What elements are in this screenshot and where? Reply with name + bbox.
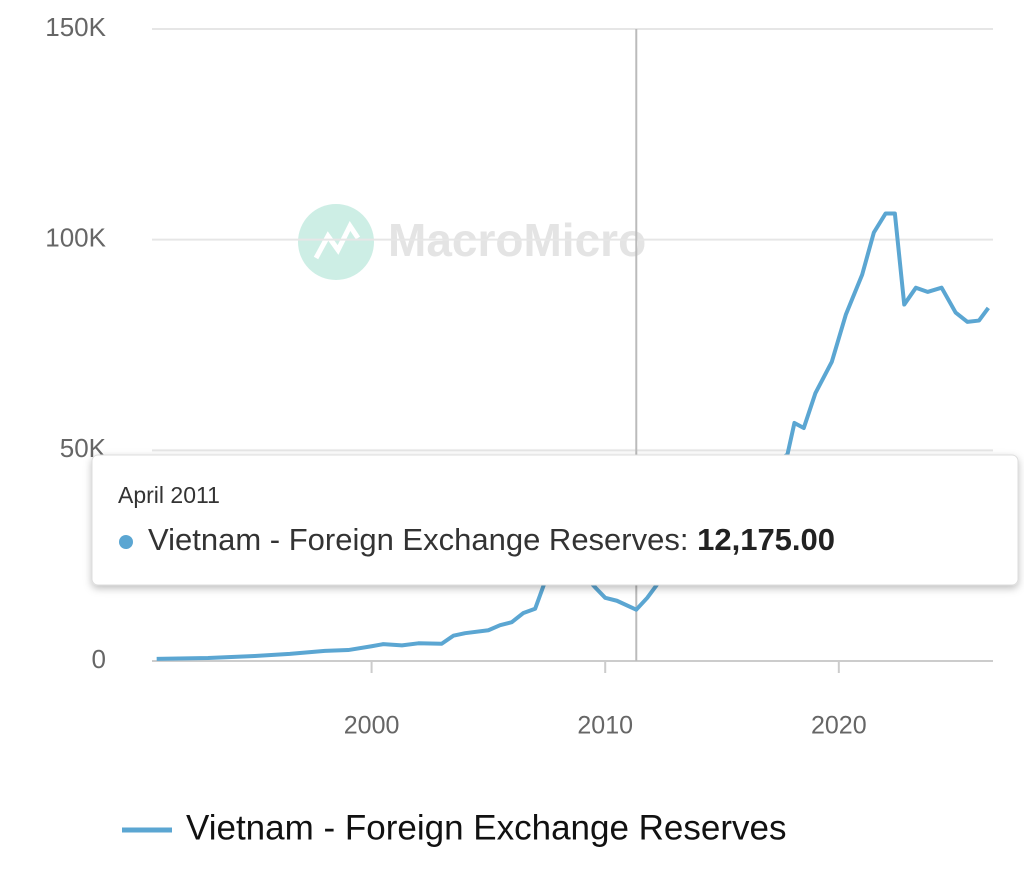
watermark-logo xyxy=(298,204,374,280)
x-tick-label: 2000 xyxy=(344,712,400,740)
tooltip-dot xyxy=(119,535,133,549)
x-tick-label: 2020 xyxy=(811,712,867,740)
y-tick-label: 150K xyxy=(45,12,106,42)
watermark: MacroMicro xyxy=(298,204,646,280)
y-tick-label: 100K xyxy=(45,223,106,253)
legend-label: Vietnam - Foreign Exchange Reserves xyxy=(186,808,787,847)
tooltip-box xyxy=(91,454,1019,586)
x-tick-label: 2010 xyxy=(577,712,633,740)
y-tick-label: 0 xyxy=(92,644,106,674)
series-line xyxy=(156,211,990,661)
tooltip-value: 12,175.00 xyxy=(697,522,835,557)
tooltip-label: Vietnam - Foreign Exchange Reserves: xyxy=(148,522,688,557)
watermark-icon xyxy=(313,221,361,260)
tooltip-title: April 2011 xyxy=(118,482,220,508)
tooltip-line: Vietnam - Foreign Exchange Reserves: 12,… xyxy=(148,522,835,557)
